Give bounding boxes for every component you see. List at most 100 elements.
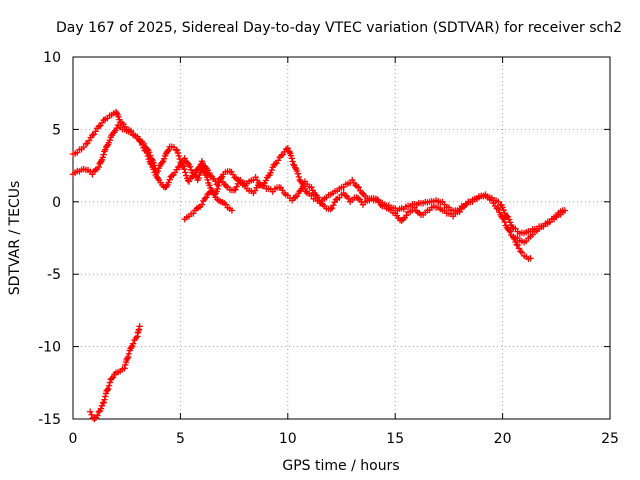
data-point [148,156,156,163]
data-point [345,195,352,202]
data-point [327,205,334,213]
data-point [121,365,128,372]
data-point [559,207,566,214]
data-point [151,162,158,169]
data-point [328,204,336,212]
data-point [495,205,502,213]
series-track [510,233,534,263]
data-point [132,334,140,342]
data-point [128,343,135,351]
y-tick-label: 0 [52,195,61,211]
data-point [355,184,362,191]
data-point [101,396,108,403]
x-tick-label: 10 [279,431,297,447]
data-point [500,206,507,214]
y-tick-label: -15 [38,412,61,428]
series-track [181,188,236,223]
data-point [291,164,299,171]
data-point [160,155,168,162]
data-point [140,140,148,148]
data-point [181,155,188,162]
data-point [202,194,210,201]
data-point [186,163,194,170]
plot-frame [72,56,611,420]
data-point [113,125,121,132]
data-point [182,169,189,176]
data-point [179,162,186,169]
data-point [514,242,521,249]
data-points [69,108,569,423]
data-point [91,415,98,423]
gridlines [73,57,610,419]
x-axis: 0 5 10 15 20 25 [69,57,619,447]
y-tick-label: -10 [38,340,61,356]
data-point [262,177,270,184]
data-point [172,146,180,153]
data-point [184,160,192,167]
data-point [511,235,518,243]
data-point [105,382,113,389]
data-point [314,194,322,201]
x-tick-label: 0 [69,431,78,447]
x-axis-label: GPS time / hours [282,458,399,474]
data-point [228,207,236,214]
data-point [122,361,129,369]
data-point [95,163,102,171]
data-point [501,218,508,226]
data-point [456,208,463,216]
y-axis-label: SDTVAR / TECUs [7,181,23,296]
series-track [69,108,569,237]
data-point [106,379,114,386]
data-point [302,188,310,195]
data-point [124,355,131,362]
data-point [154,167,162,175]
data-point [214,185,221,193]
data-point [330,202,337,209]
data-point [88,411,95,418]
data-point [515,245,523,252]
data-point [230,187,238,194]
data-point [268,166,275,174]
data-point [506,228,514,235]
data-point [233,183,240,190]
data-point [185,178,193,185]
data-point [267,169,274,177]
data-point [129,340,137,347]
data-point [97,405,105,412]
data-point [411,204,418,211]
data-point [499,214,506,222]
data-point [146,149,153,156]
y-tick-label: -5 [47,267,61,283]
data-point [108,375,115,382]
y-axis: -15 -10 -5 0 5 10 [38,50,610,428]
data-point [136,323,143,330]
data-point [195,174,202,182]
x-tick-label: 25 [601,431,619,447]
data-point [175,152,183,160]
data-point [553,213,560,220]
data-point [99,154,107,161]
data-point [218,175,225,182]
data-point [517,248,524,255]
data-point [158,159,166,166]
data-point [165,179,172,186]
x-tick-label: 5 [176,431,185,447]
data-point [308,184,315,191]
data-point [166,176,173,183]
data-point [104,386,111,394]
data-point [201,195,208,203]
x-tick-label: 20 [494,431,512,447]
data-point [99,399,107,407]
data-point [80,143,87,151]
y-tick-label: 10 [43,50,61,66]
data-point [546,218,554,226]
data-point [100,151,107,158]
data-point [505,227,513,234]
data-point [527,255,534,262]
data-point [294,170,302,177]
data-point [295,173,303,181]
data-point [94,412,101,419]
series-track [69,121,566,246]
data-point [147,152,154,159]
